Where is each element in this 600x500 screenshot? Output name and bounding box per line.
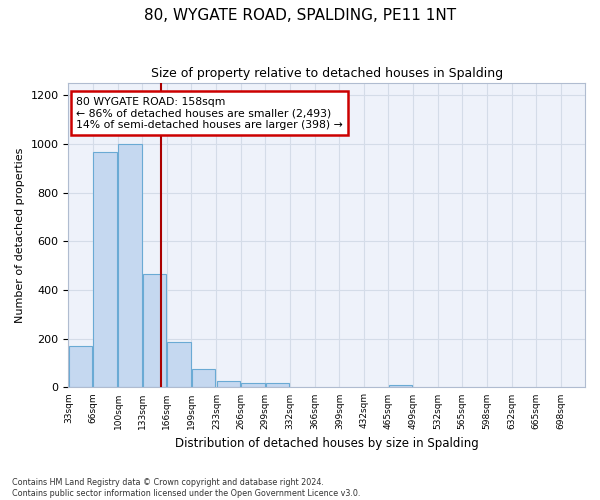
Bar	[266, 384, 289, 388]
Bar	[167, 342, 191, 388]
Y-axis label: Number of detached properties: Number of detached properties	[15, 148, 25, 323]
Bar	[191, 369, 215, 388]
Bar	[118, 144, 142, 388]
Bar	[389, 384, 412, 388]
Text: 80, WYGATE ROAD, SPALDING, PE11 1NT: 80, WYGATE ROAD, SPALDING, PE11 1NT	[144, 8, 456, 22]
X-axis label: Distribution of detached houses by size in Spalding: Distribution of detached houses by size …	[175, 437, 479, 450]
Bar	[69, 346, 92, 388]
Bar	[93, 152, 117, 388]
Bar	[241, 384, 265, 388]
Text: Contains HM Land Registry data © Crown copyright and database right 2024.
Contai: Contains HM Land Registry data © Crown c…	[12, 478, 361, 498]
Bar	[143, 274, 166, 388]
Text: 80 WYGATE ROAD: 158sqm
← 86% of detached houses are smaller (2,493)
14% of semi-: 80 WYGATE ROAD: 158sqm ← 86% of detached…	[76, 97, 343, 130]
Title: Size of property relative to detached houses in Spalding: Size of property relative to detached ho…	[151, 68, 503, 80]
Bar	[217, 382, 241, 388]
